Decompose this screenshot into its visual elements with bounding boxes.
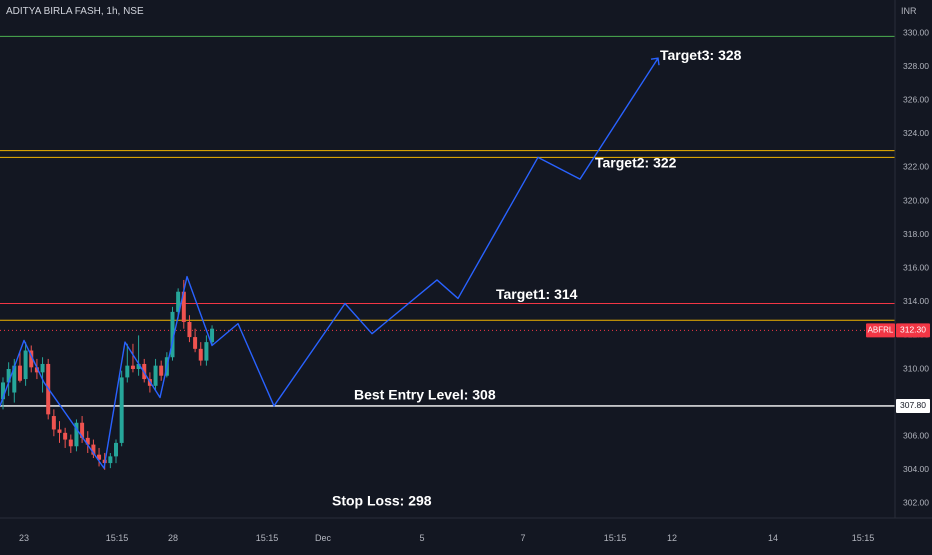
candle-body	[108, 456, 113, 464]
candle-body	[204, 342, 209, 361]
candle-body	[193, 337, 198, 349]
x-tick-label: 15:15	[106, 533, 129, 543]
candle-body	[114, 442, 118, 457]
entry-price-badge	[896, 398, 930, 413]
candle-body	[130, 365, 135, 369]
price-badges: ABFRL 312.30 307.80	[866, 323, 930, 413]
candle-body	[198, 348, 203, 361]
candle-body	[1, 382, 5, 400]
y-tick-label: 324.00	[903, 128, 929, 138]
y-tick-label: 328.00	[903, 61, 929, 71]
chart-title: ADITYA BIRLA FASH, 1h, NSE	[6, 6, 144, 17]
candle-body	[159, 365, 164, 376]
annotations: Target3: 328 Target2: 322 Target1: 314 Best…	[332, 47, 742, 508]
y-tick-label: 310.00	[903, 363, 929, 373]
candle-body	[29, 350, 34, 368]
y-tick-label: 304.00	[903, 464, 929, 474]
candle-body	[210, 328, 215, 343]
candle-body	[74, 422, 79, 447]
x-tick-label: 14	[768, 533, 778, 543]
x-tick-label: 5	[419, 533, 424, 543]
candle-body	[187, 321, 192, 338]
last-price-badge-label: 312.30	[900, 325, 926, 335]
y-tick-label: 320.00	[903, 195, 929, 205]
y-tick-label: 316.00	[903, 262, 929, 272]
candle-body	[125, 365, 130, 378]
candle-body	[12, 365, 17, 393]
annotation-label: Best Entry Level: 308	[354, 387, 496, 403]
annotation-label: Target1: 314	[496, 286, 578, 302]
projection-polyline	[0, 57, 659, 469]
candle-body	[97, 454, 102, 460]
annotation-label: Target3: 328	[660, 47, 742, 63]
candle-body	[40, 363, 45, 373]
candle-body	[170, 311, 175, 358]
projection-path	[0, 57, 660, 469]
y-tick-label: 322.00	[903, 162, 929, 172]
candle-body	[63, 432, 68, 440]
candle-body	[176, 291, 181, 312]
horizontal-levels	[0, 35, 895, 407]
y-tick-label: 306.00	[903, 430, 929, 440]
symbol-badge	[866, 323, 895, 338]
y-tick-label: 326.00	[903, 94, 929, 104]
candle-body	[68, 439, 73, 447]
x-tick-label: 15:15	[604, 533, 627, 543]
candle-body	[119, 377, 124, 443]
candle-body	[51, 416, 56, 430]
annotation-label: Stop Loss: 298	[332, 492, 432, 508]
candle-body	[153, 365, 158, 386]
candle-body	[91, 444, 96, 455]
last-price-badge	[896, 323, 930, 338]
candle-body	[136, 363, 141, 369]
x-tick-label: 28	[168, 533, 178, 543]
price-axis: 330.00 328.00 326.00 324.00 322.00 320.00 318.…	[903, 27, 929, 507]
candle-body	[57, 429, 62, 433]
candle-body	[181, 291, 186, 322]
candle-body	[34, 367, 39, 373]
y-tick-label: 318.00	[903, 229, 929, 239]
candles	[1, 279, 215, 470]
x-tick-label: 15:15	[256, 533, 279, 543]
time-axis: 23 15:15 28 15:15 Dec 5 7 15:15 12 14 15:15	[19, 533, 874, 543]
candle-body	[85, 437, 90, 445]
symbol-badge-label: ABFRL	[868, 325, 894, 334]
candle-body	[23, 350, 28, 380]
annotation-label: Target2: 322	[595, 155, 677, 171]
candle-body	[80, 422, 85, 438]
projection-arrowhead	[650, 57, 660, 66]
y-tick-label: 314.00	[903, 296, 929, 306]
y-tick-label: 302.00	[903, 498, 929, 508]
candle-body	[17, 365, 22, 381]
x-tick-label: 15:15	[852, 533, 875, 543]
x-tick-label: 23	[19, 533, 29, 543]
currency-label: INR	[901, 6, 917, 16]
x-tick-label: 12	[667, 533, 677, 543]
entry-price-badge-label: 307.80	[900, 400, 926, 410]
x-tick-label: 7	[520, 533, 525, 543]
x-tick-label: Dec	[315, 533, 332, 543]
candle-body	[6, 369, 11, 383]
y-tick-label: 330.00	[903, 27, 929, 37]
